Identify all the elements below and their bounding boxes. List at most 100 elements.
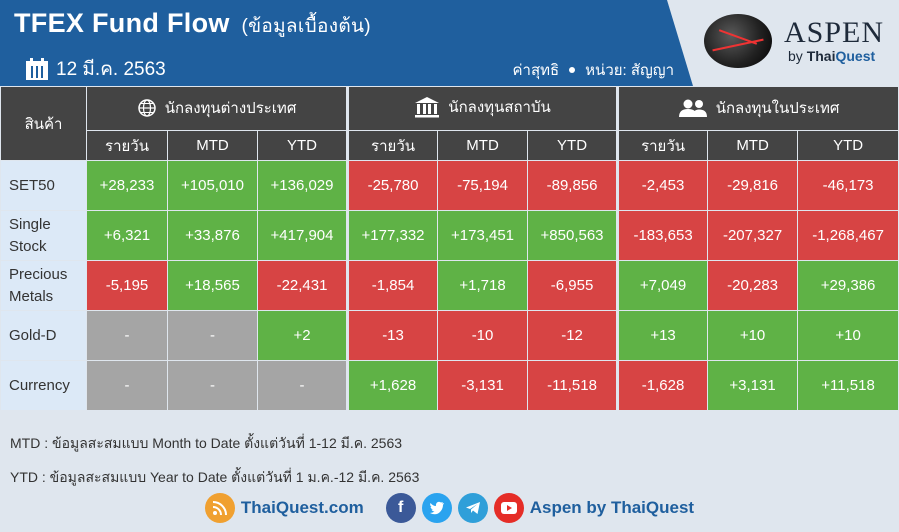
value-cell: -75,194 [437,160,529,211]
page-title: TFEX Fund Flow (ข้อมูลเบื้องต้น) [14,8,371,41]
title-text: TFEX Fund Flow [14,8,230,38]
fund-flow-table: สินค้า นักลงทุนต่างประเทศ นักลงทุนสถาบัน… [0,86,899,411]
value-cell: - [86,360,168,411]
value-cell: +173,451 [437,210,529,261]
footnotes: MTD : ข้อมูลสะสมแบบ Month to Date ตั้งแต… [10,426,419,494]
product-header: สินค้า [0,86,87,161]
sub-header-cell: รายวัน [346,130,439,161]
report-date: 12 มี.ค. 2563 [56,59,166,80]
value-cell: - [256,360,349,411]
value-cell: +7,049 [616,260,709,311]
value-cell: -89,856 [527,160,619,211]
value-cell: - [167,360,258,411]
brand-logo: ASPEN by ThaiQuest [784,16,884,64]
footer-bar: ThaiQuest.com f Aspen by ThaiQuest [0,488,899,528]
bullet-dot-icon [569,67,576,73]
people-icon [678,99,707,117]
title-subtitle: (ข้อมูลเบื้องต้น) [241,16,371,37]
group-header-local: นักลงทุนในประเทศ [616,86,899,131]
value-cell: +28,233 [86,160,168,211]
sub-header-cell: รายวัน [86,130,168,161]
institution-icon [415,97,440,118]
value-cell: -20,283 [707,260,799,311]
value-cell: +6,321 [86,210,168,261]
table-row: Single Stock +6,321 +33,876 +417,904 +177,332… [0,210,899,261]
sub-header-cell: รายวัน [616,130,709,161]
sub-header-cell: YTD [527,130,619,161]
value-cell: -22,431 [256,260,349,311]
value-cell: +417,904 [256,210,349,261]
header-bar: TFEX Fund Flow (ข้อมูลเบื้องต้น) 12 มี.ค… [0,0,899,86]
product-name: Gold-D [0,310,87,361]
value-cell: -1,268,467 [797,210,899,261]
table-row: SET50 +28,233 +105,010 +136,029 -25,780 -75,1… [0,160,899,211]
group-header-foreign: นักลงทุนต่างประเทศ [85,86,349,131]
unit-label: หน่วย: สัญญา [585,62,674,79]
value-cell: -3,131 [437,360,529,411]
value-cell: +10 [797,310,899,361]
value-cell: -29,816 [707,160,799,211]
value-cell: +850,563 [527,210,619,261]
value-cell: -1,628 [616,360,709,411]
value-cell: +13 [616,310,709,361]
value-cell: -46,173 [797,160,899,211]
value-cell: -11,518 [527,360,619,411]
value-cell: -2,453 [616,160,709,211]
value-cell: -13 [346,310,439,361]
value-cell: - [167,310,258,361]
sub-header-cell: MTD [707,130,799,161]
date-row: 12 มี.ค. 2563 [26,54,166,84]
youtube-icon[interactable] [493,493,524,523]
group-label-local: นักลงทุนในประเทศ [715,99,840,117]
value-cell: -1,854 [346,260,439,311]
note-ytd: YTD : ข้อมูลสะสมแบบ Year to Date ตั้งแต่… [10,469,420,485]
product-name: Currency [0,360,87,411]
table-row: Currency - - - +1,628 -3,131 -11,518 -1,628 +3,1… [0,360,899,411]
value-cell: -183,653 [616,210,709,261]
sub-header-cell: MTD [167,130,258,161]
note-mtd: MTD : ข้อมูลสะสมแบบ Month to Date ตั้งแต… [10,435,403,451]
table-body: SET50 +28,233 +105,010 +136,029 -25,780 -75,1… [0,160,899,411]
sub-header-cell: MTD [437,130,529,161]
net-label: ค่าสุทธิ [512,62,560,79]
unit-info: ค่าสุทธิ หน่วย: สัญญา [513,58,674,82]
value-cell: +18,565 [167,260,258,311]
value-cell: -6,955 [527,260,619,311]
group-label-foreign: นักลงทุนต่างประเทศ [164,99,297,117]
twitter-icon[interactable] [421,493,452,523]
product-name: Single Stock [0,210,87,261]
product-name: SET50 [0,160,87,211]
rss-icon[interactable] [204,493,235,523]
value-cell: +33,876 [167,210,258,261]
group-header-institution: นักลงทุนสถาบัน [346,86,619,131]
value-cell: -10 [437,310,529,361]
globe-icon [137,98,156,117]
brand-name: ASPEN [784,16,885,49]
group-label-institution: นักลงทุนสถาบัน [448,99,551,116]
value-cell: -5,195 [86,260,168,311]
value-cell: +1,628 [346,360,439,411]
social-link[interactable]: Aspen by ThaiQuest [529,498,695,517]
table-row: Gold-D - - +2 -13 -10 -12 +13 +10 +10 [0,310,899,361]
product-name: Precious Metals [0,260,87,311]
value-cell: +11,518 [797,360,899,411]
value-cell: -25,780 [346,160,439,211]
value-cell: +10 [707,310,799,361]
value-cell: +1,718 [437,260,529,311]
calendar-icon [26,58,48,80]
brand-byline: by ThaiQuest [788,48,876,64]
sub-header-row: รายวัน MTD YTD รายวัน MTD YTD รายวัน MTD YTD [1,130,899,161]
sub-header-cell: YTD [256,130,349,161]
value-cell: +177,332 [346,210,439,261]
value-cell: +29,386 [797,260,899,311]
value-cell: +3,131 [707,360,799,411]
sub-header-cell: YTD [797,130,899,161]
value-cell: +136,029 [256,160,349,211]
value-cell: -207,327 [707,210,799,261]
website-link[interactable]: ThaiQuest.com [240,498,364,517]
telegram-icon[interactable] [457,493,488,523]
value-cell: -12 [527,310,619,361]
facebook-icon[interactable]: f [385,493,416,523]
table-row: Precious Metals -5,195 +18,565 -22,431 -1,854… [0,260,899,311]
value-cell: - [86,310,168,361]
